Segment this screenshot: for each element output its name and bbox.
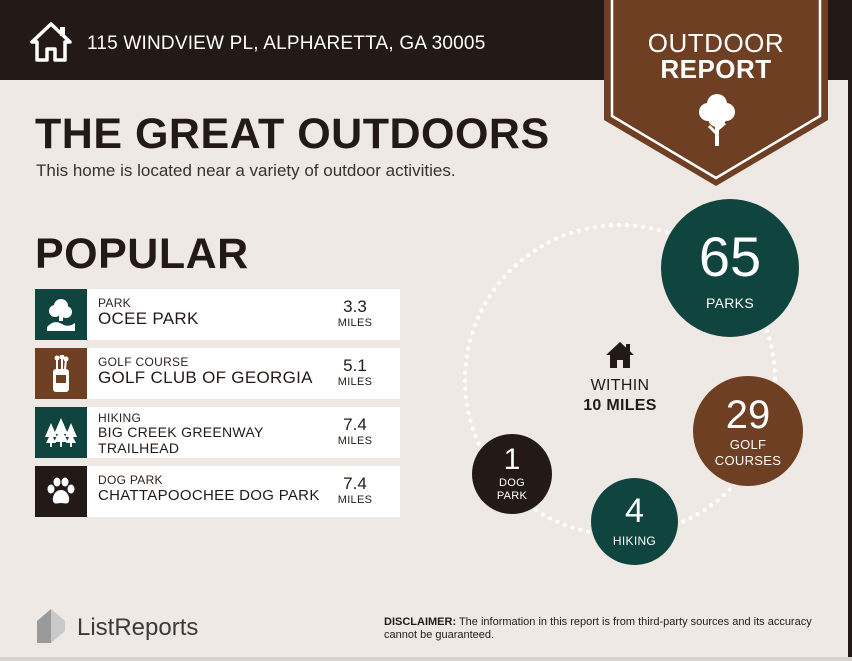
listreports-logo-icon xyxy=(35,607,67,645)
dog-park-label-line-1: DOG xyxy=(499,476,525,489)
item-name: CHATTAPOOCHEE DOG PARK xyxy=(98,487,320,504)
badge-line-1: OUTDOOR xyxy=(647,28,785,58)
dog-park-label: DOG PARK xyxy=(497,477,527,503)
item-distance-unit: MILES xyxy=(337,494,373,506)
page-subtitle: This home is located near a variety of o… xyxy=(36,161,456,180)
golf-count: 29 xyxy=(725,393,771,438)
golf-label-line-1: GOLF xyxy=(729,437,767,453)
list-item-golf: GOLF COURSE GOLF CLUB OF GEORGIA 5.1 MIL… xyxy=(35,348,400,399)
item-distance: 3.3 xyxy=(343,297,367,316)
item-name-line-2: TRAILHEAD xyxy=(98,440,180,456)
dog-park-label-line-2: PARK xyxy=(496,490,528,502)
home-icon xyxy=(30,22,72,62)
item-name: OCEE PARK xyxy=(98,309,199,328)
property-address: 115 WINDVIEW PL, ALPHARETTA, GA 30005 xyxy=(87,33,486,54)
popular-list: PARK OCEE PARK 3.3 MILES GOLF COURSE GOL… xyxy=(35,289,400,525)
item-category: DOG PARK xyxy=(98,473,163,487)
parks-count: 65 xyxy=(698,224,762,288)
popular-heading: POPULAR xyxy=(35,230,249,278)
item-distance-unit: MILES xyxy=(337,317,373,329)
golf-bag-icon xyxy=(35,348,87,399)
hiking-label: HIKING xyxy=(612,534,657,549)
dog-park-count-circle: 1 DOG PARK xyxy=(472,434,552,514)
item-category: HIKING xyxy=(98,411,142,425)
item-distance: 5.1 xyxy=(343,356,367,375)
golf-count-circle: 29 GOLF COURSES xyxy=(693,376,803,486)
item-name: GOLF CLUB OF GEORGIA xyxy=(98,368,313,387)
item-name-line-1: BIG CREEK GREENWAY xyxy=(98,424,264,440)
item-distance: 7.4 xyxy=(343,474,367,493)
item-name: BIG CREEK GREENWAY TRAILHEAD xyxy=(98,424,298,456)
list-item-hiking: HIKING BIG CREEK GREENWAY TRAILHEAD 7.4 … xyxy=(35,407,400,458)
golf-label: GOLF COURSES xyxy=(715,437,781,468)
item-distance-unit: MILES xyxy=(337,376,373,388)
outdoor-report-badge xyxy=(604,0,828,186)
page-title: THE GREAT OUTDOORS xyxy=(35,110,550,158)
disclaimer: DISCLAIMER: The information in this repo… xyxy=(384,616,829,642)
within-line-1: WITHIN xyxy=(590,377,650,394)
list-item-park: PARK OCEE PARK 3.3 MILES xyxy=(35,289,400,340)
badge-title: OUTDOOR REPORT xyxy=(604,30,828,82)
parks-count-circle: 65 PARKS xyxy=(661,199,799,337)
golf-label-line-2: COURSES xyxy=(714,453,782,468)
within-radius-label: WITHIN 10 MILES xyxy=(560,376,680,416)
hiking-count-circle: 4 HIKING xyxy=(591,478,678,565)
center-home-icon xyxy=(604,340,636,370)
hiking-count: 4 xyxy=(625,492,644,531)
disclaimer-label: DISCLAIMER: xyxy=(384,616,457,628)
within-line-2: 10 MILES xyxy=(583,397,657,414)
list-item-dog-park: DOG PARK CHATTAPOOCHEE DOG PARK 7.4 MILE… xyxy=(35,466,400,517)
right-border xyxy=(848,0,852,661)
item-distance: 7.4 xyxy=(343,415,367,434)
disclaimer-text: The information in this report is from t… xyxy=(384,616,812,641)
listreports-logo-text: ListReports xyxy=(77,614,199,641)
item-distance-unit: MILES xyxy=(337,435,373,447)
item-category: PARK xyxy=(98,296,131,310)
pine-trees-icon xyxy=(35,407,87,458)
parks-label: PARKS xyxy=(706,294,754,311)
tree-icon xyxy=(698,90,736,148)
paw-icon xyxy=(35,466,87,517)
item-category: GOLF COURSE xyxy=(98,355,189,369)
badge-line-2: REPORT xyxy=(660,54,772,84)
park-icon xyxy=(35,289,87,340)
bottom-border xyxy=(0,657,852,661)
dog-park-count: 1 xyxy=(503,442,521,476)
